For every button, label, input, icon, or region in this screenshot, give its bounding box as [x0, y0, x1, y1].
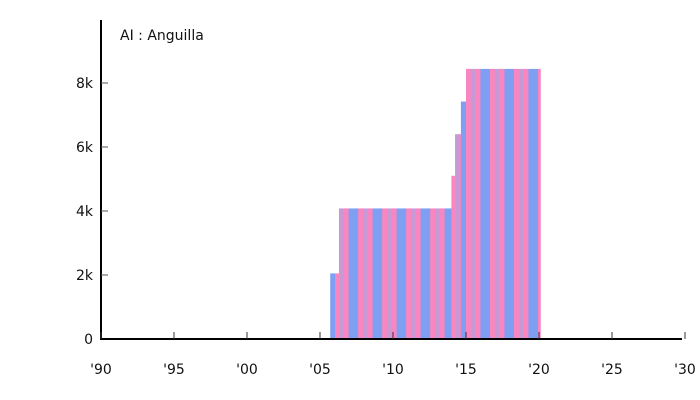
bar-stripe: [504, 68, 510, 340]
bar-stripe: [367, 208, 373, 339]
x-tick-label: '95: [163, 362, 185, 378]
bar-stripe: [460, 101, 466, 339]
y-tick-label: 0: [84, 332, 93, 348]
bar-stripe: [455, 134, 461, 339]
bar-stripe: [494, 68, 500, 340]
bar-stripe: [439, 208, 445, 339]
bar-stripe: [514, 68, 520, 340]
y-tick-label: 2k: [76, 268, 94, 284]
bar-stripe: [410, 208, 417, 339]
bar-stripe: [335, 273, 340, 339]
bar-stripe: [499, 68, 505, 340]
bar-stripe: [358, 208, 364, 339]
x-tick-label: '10: [382, 362, 404, 378]
chart-bars: [330, 68, 541, 340]
bar-stripe: [459, 134, 462, 339]
bar-stripe: [382, 208, 388, 339]
bar-stripe: [343, 208, 349, 339]
bar-stripe: [425, 208, 431, 339]
bar-stripe: [470, 68, 476, 340]
bar-stripe: [466, 68, 472, 340]
x-tick-label: '90: [90, 362, 112, 378]
bar-stripe: [377, 208, 383, 339]
bar-stripe: [396, 208, 402, 339]
bar-stripe: [401, 208, 407, 339]
bar-stripe: [338, 208, 345, 339]
bar-stripe: [353, 208, 359, 339]
y-tick-label: 4k: [76, 204, 94, 220]
bar-stripe: [330, 273, 336, 339]
bar-stripe: [406, 208, 412, 339]
y-axis-ticks: 0 2k 4k 6k 8k: [76, 76, 108, 348]
x-tick-label: '00: [236, 362, 258, 378]
bar-stripe: [444, 208, 450, 339]
bar-stripe: [465, 101, 467, 339]
bar-stripe: [348, 208, 354, 339]
bar-stripe: [490, 68, 496, 340]
bar-stripe: [518, 68, 524, 340]
bar-stripe: [449, 208, 452, 339]
x-tick-label: '20: [528, 362, 550, 378]
x-tick-label: '25: [601, 362, 623, 378]
y-tick-label: 6k: [76, 140, 94, 156]
bar-stripe: [434, 208, 441, 339]
bar-stripe: [523, 68, 529, 340]
bar-stripe: [430, 208, 436, 339]
bar-stripe: [451, 175, 456, 339]
bar-stripe: [391, 208, 397, 339]
bar-stripe: [485, 68, 491, 340]
x-tick-label: '30: [674, 362, 696, 378]
x-axis-ticks: '90 '95 '00 '05 '10 '15 '20 '25 '30: [90, 332, 696, 378]
bar-stripe: [415, 208, 421, 339]
bar-stripe: [528, 68, 534, 340]
bar-stripe: [372, 208, 378, 339]
bar-stripe: [509, 68, 515, 340]
bar-stripe: [480, 68, 486, 340]
bar-stripe: [475, 68, 481, 340]
bar-stripe: [362, 208, 369, 339]
bar-stripe: [538, 68, 541, 340]
bar-stripe: [386, 208, 393, 339]
chart-title: AI : Anguilla: [120, 28, 204, 44]
bar-stripe: [533, 68, 539, 340]
bar-stripe: [420, 208, 426, 339]
x-tick-label: '15: [455, 362, 477, 378]
y-tick-label: 8k: [76, 76, 94, 92]
x-tick-label: '05: [309, 362, 331, 378]
